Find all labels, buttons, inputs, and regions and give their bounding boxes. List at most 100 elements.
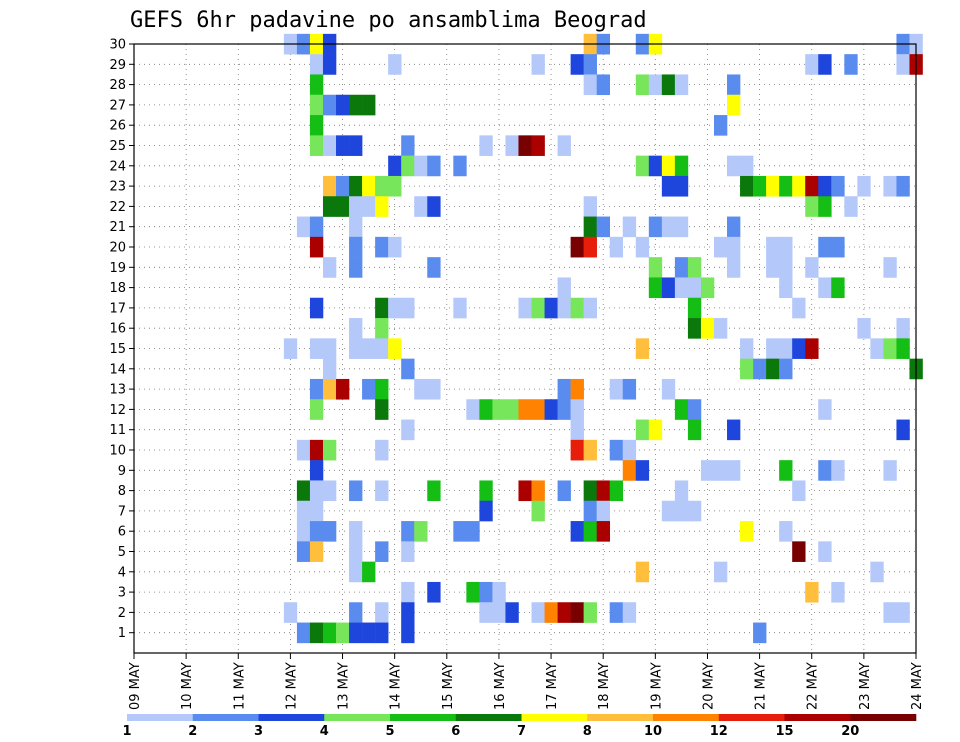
precip-cell xyxy=(818,196,832,217)
precip-cell xyxy=(661,378,676,400)
precip-cell xyxy=(309,439,324,461)
precip-cell xyxy=(362,378,376,400)
precip-cell xyxy=(727,216,741,238)
precip-cell xyxy=(362,196,376,217)
precip-cell xyxy=(401,581,415,603)
precip-cell xyxy=(713,236,728,258)
precip-cell xyxy=(740,175,754,197)
legend-swatch xyxy=(192,714,259,721)
precip-cell xyxy=(596,480,611,502)
precip-cell xyxy=(388,175,402,197)
y-tick-label: 13 xyxy=(109,383,126,398)
precip-cell xyxy=(427,155,441,177)
legend-swatch xyxy=(653,714,720,721)
precip-cell xyxy=(388,297,402,319)
precip-cell xyxy=(635,419,650,441)
precip-cell xyxy=(792,175,806,197)
precip-cell xyxy=(740,521,754,542)
precip-cell xyxy=(518,480,532,502)
precip-cell xyxy=(727,94,741,116)
precip-cell xyxy=(557,480,571,502)
precip-cell xyxy=(818,175,832,197)
precip-cell xyxy=(648,74,663,96)
precip-cell xyxy=(309,460,324,481)
precip-cell xyxy=(388,54,402,75)
precip-cell xyxy=(401,419,415,441)
precip-cell xyxy=(296,521,311,542)
precip-cell xyxy=(818,236,832,258)
precip-cell xyxy=(296,500,311,522)
precip-cell xyxy=(283,602,298,623)
y-tick-label: 23 xyxy=(109,180,126,195)
precip-cell xyxy=(635,155,650,177)
precip-cell xyxy=(349,196,363,217)
precip-cell xyxy=(518,297,532,319)
precip-cell xyxy=(687,419,702,441)
precip-cell xyxy=(674,74,689,96)
precip-cell xyxy=(296,541,311,562)
precip-cell xyxy=(831,175,845,197)
precip-cell xyxy=(322,135,337,156)
precip-cell xyxy=(557,378,571,400)
precip-cell xyxy=(622,460,637,481)
precip-cell xyxy=(792,541,806,562)
precip-cell xyxy=(544,297,558,319)
precip-cell xyxy=(309,480,324,502)
precip-cell xyxy=(883,338,897,359)
x-tick-label: 16 MAY xyxy=(493,662,508,710)
precip-cell xyxy=(557,277,571,299)
y-tick-label: 6 xyxy=(118,525,126,540)
y-tick-label: 3 xyxy=(118,586,126,601)
precip-cell xyxy=(896,338,910,359)
precip-cell xyxy=(505,135,519,156)
precip-cell xyxy=(596,74,611,96)
precip-cell xyxy=(583,602,597,623)
precip-cell xyxy=(831,460,845,481)
y-tick-label: 22 xyxy=(109,200,126,215)
precip-cell xyxy=(779,257,793,278)
precip-cell xyxy=(635,338,650,359)
legend-swatch xyxy=(718,714,785,721)
precip-cell xyxy=(740,338,754,359)
y-tick-label: 9 xyxy=(118,464,126,479)
y-tick-label: 29 xyxy=(109,58,126,73)
precip-cell xyxy=(531,54,545,75)
y-tick-label: 27 xyxy=(109,98,126,113)
precip-cell xyxy=(700,318,715,339)
precip-cell xyxy=(727,236,741,258)
x-tick-label: 12 MAY xyxy=(284,662,299,710)
precip-cell xyxy=(583,196,597,217)
x-tick-label: 23 MAY xyxy=(858,662,873,710)
precip-cell xyxy=(753,622,767,644)
precip-cell xyxy=(401,135,415,156)
x-tick-label: 22 MAY xyxy=(806,662,821,710)
legend-label: 8 xyxy=(583,724,592,739)
precip-cell xyxy=(648,155,663,177)
precip-cell xyxy=(309,135,324,156)
precip-cell xyxy=(779,236,793,258)
precip-cell xyxy=(713,460,728,481)
precip-cell xyxy=(349,561,363,583)
precip-cell xyxy=(753,175,767,197)
precip-cell xyxy=(544,602,558,623)
color-legend: 1 2 3 4 5 6 7 8 10 12 15 20 xyxy=(122,714,917,739)
precip-cell xyxy=(896,419,910,441)
precip-cell xyxy=(609,378,624,400)
precip-cell xyxy=(727,74,741,96)
y-tick-label: 11 xyxy=(109,423,126,438)
x-tick-label: 18 MAY xyxy=(597,662,612,710)
x-tick-label: 09 MAY xyxy=(128,662,143,710)
x-tick-label: 17 MAY xyxy=(545,662,560,710)
precip-cell xyxy=(322,257,337,278)
precip-cell xyxy=(375,399,389,420)
precip-cell xyxy=(648,257,663,278)
precip-cell xyxy=(349,216,363,238)
legend-swatch xyxy=(587,714,654,721)
x-tick-label: 19 MAY xyxy=(649,662,664,710)
precip-cell xyxy=(309,115,324,136)
precip-cell xyxy=(557,602,571,623)
y-tick-label: 2 xyxy=(118,606,126,621)
chart-title: GEFS 6hr padavine po ansamblima Beograd xyxy=(130,8,647,33)
precip-cell xyxy=(453,155,467,177)
precip-cell xyxy=(414,196,428,217)
